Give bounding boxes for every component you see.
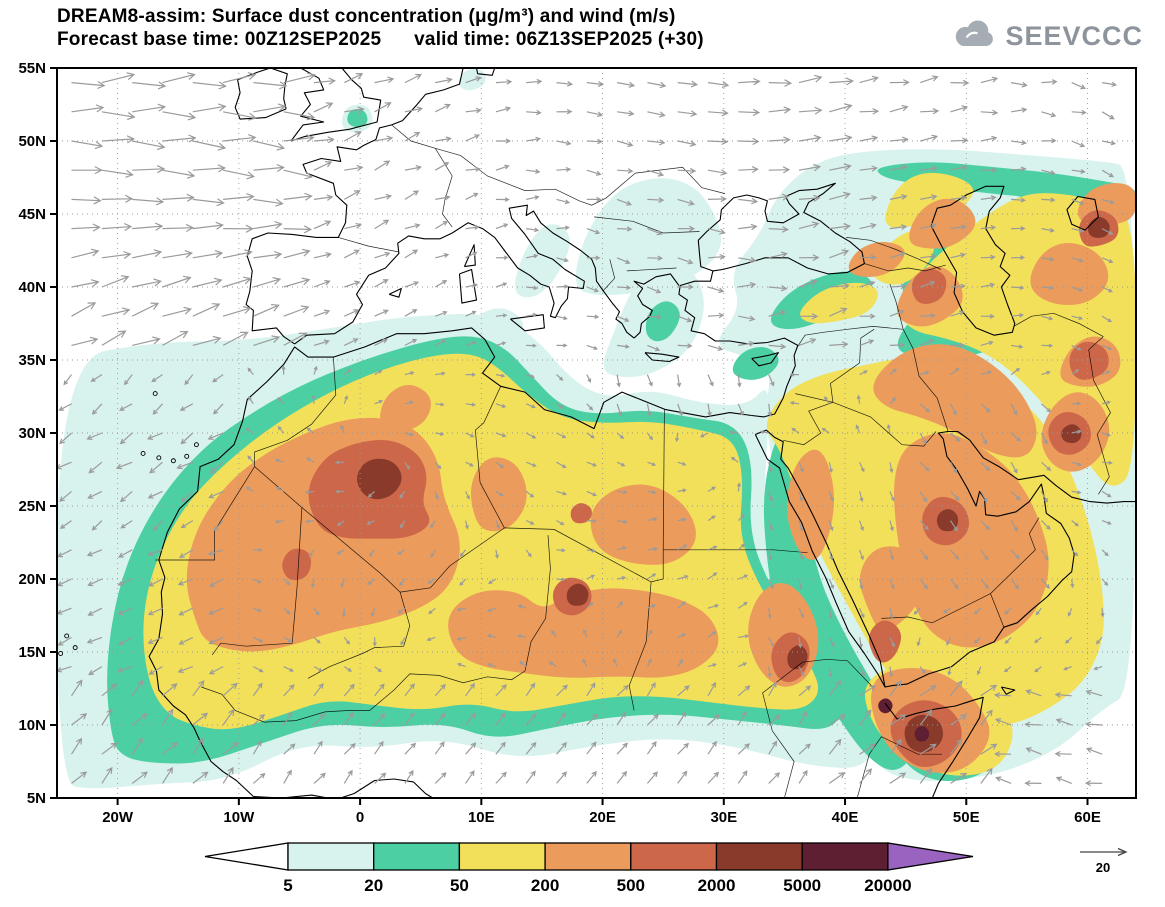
y-tick-label: 50N (18, 133, 46, 150)
y-tick-label: 10N (18, 717, 46, 734)
island-dot (140, 450, 146, 456)
x-tick-label: 0 (356, 809, 364, 826)
wind-reference: 20 (1080, 847, 1128, 875)
cloud-icon (956, 20, 994, 46)
dust-region (1069, 341, 1109, 380)
colorbar-segment (715, 842, 803, 871)
dust-fill-layer (57, 68, 1136, 789)
y-tick-label: 35N (18, 352, 46, 369)
island-dot (156, 455, 162, 461)
x-tick-label: 60E (1074, 809, 1101, 826)
colorbar-label: 50 (450, 876, 469, 895)
wind-reference-label: 20 (1096, 860, 1110, 875)
chart-subtitle: Forecast base time: 00Z12SEP2025 valid t… (57, 29, 704, 50)
map-area (57, 68, 1136, 798)
wind-arrows (57, 72, 1118, 787)
dust-region (909, 198, 976, 249)
colorbar-segment (373, 842, 461, 871)
wind-reference-arrow (1080, 847, 1128, 857)
colorbar: 5 20 50 200 500 2000 5000 20000 (204, 842, 974, 895)
y-tick-label: 15N (18, 644, 46, 661)
x-tick-label: 20E (589, 809, 616, 826)
colorbar-segment (630, 842, 718, 871)
grid-lines (57, 68, 1136, 798)
x-tick-label: 10W (223, 809, 255, 826)
island-dot (72, 645, 78, 651)
island-dot (64, 633, 70, 639)
colorbar-segment (287, 842, 375, 871)
colorbar-label: 20000 (864, 876, 911, 895)
y-tick-label: 40N (18, 279, 46, 296)
colorbar-arrow-high (887, 842, 974, 871)
dust-region (878, 698, 893, 714)
dust-region (347, 109, 368, 128)
colorbar-arrow-low (204, 842, 289, 871)
island-dot (184, 453, 190, 459)
x-tick-label: 40E (832, 809, 859, 826)
island-dot (170, 458, 176, 464)
logo-text: SEEVCCC (1005, 20, 1143, 51)
chart-title: DREAM8-assim: Surface dust concentration… (57, 6, 676, 27)
dust-region (470, 457, 527, 532)
dust-region (911, 268, 947, 304)
dust-region (590, 484, 696, 565)
y-tick-label: 45N (18, 206, 46, 223)
dust-region (800, 282, 878, 324)
dust-region (1061, 424, 1082, 444)
colorbar-segment (458, 842, 546, 871)
dust-region (1088, 217, 1110, 238)
x-tick-label: 20W (102, 809, 134, 826)
y-tick-label: 5N (27, 790, 46, 807)
colorbar-label: 5000 (783, 876, 821, 895)
colorbar-label: 5 (283, 876, 292, 895)
colorbar-segment (801, 842, 889, 871)
colorbar-label: 2000 (698, 876, 736, 895)
colorbar-label: 20 (364, 876, 383, 895)
dust-region (566, 583, 589, 606)
dust-region (380, 385, 431, 432)
dust-region (786, 449, 834, 560)
dust-region (936, 509, 959, 532)
dust-region (914, 726, 930, 742)
y-tick-label: 20N (18, 571, 46, 588)
colorbar-label: 200 (531, 876, 559, 895)
colorbar-segment (544, 842, 632, 871)
island-dot (152, 391, 158, 397)
coastlines (148, 68, 1136, 798)
dust-region (787, 645, 808, 670)
dust-region (873, 344, 1037, 458)
country-borders (155, 124, 1111, 798)
island-dot (193, 442, 199, 448)
dust-region (848, 242, 905, 277)
dust-region (570, 503, 592, 524)
island-dot (58, 651, 64, 656)
x-tick-label: 30E (710, 809, 737, 826)
dust-region (645, 301, 680, 342)
axes: 55N 50N 45N 40N 35N 30N 25N 20N 15N 10N 5N 20W 10W 0 1… (18, 60, 1100, 826)
y-tick-label: 30N (18, 425, 46, 442)
dust-region (357, 458, 402, 500)
y-tick-label: 25N (18, 498, 46, 515)
dust-region (458, 68, 486, 91)
x-tick-label: 10E (468, 809, 495, 826)
seevccc-logo: SEEVCCC (952, 20, 1143, 52)
colorbar-label: 500 (617, 876, 645, 895)
y-tick-label: 55N (18, 60, 46, 77)
dust-region (575, 178, 721, 296)
dust-region (515, 224, 570, 298)
x-tick-label: 50E (953, 809, 980, 826)
